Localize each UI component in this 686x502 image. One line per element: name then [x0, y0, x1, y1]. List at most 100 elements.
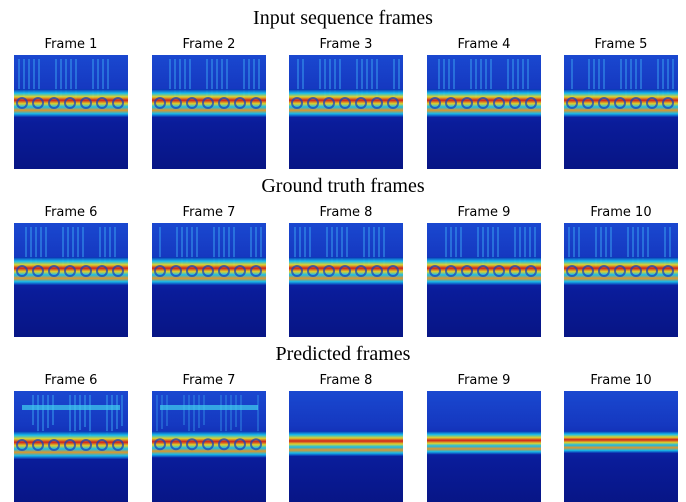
frame-image [427, 55, 541, 169]
band [14, 257, 128, 285]
streak [65, 59, 67, 94]
section-title: Predicted frames [276, 343, 411, 365]
streak [18, 59, 20, 89]
frame-label: Frame 10 [590, 205, 651, 220]
streak [235, 395, 237, 427]
streak [647, 227, 649, 257]
frame-label: Frame 4 [458, 37, 511, 52]
band [289, 431, 403, 456]
frame-image [152, 223, 266, 337]
frame-image [14, 55, 128, 169]
frame-label: Frame 9 [458, 205, 511, 220]
streak [33, 59, 35, 92]
frame-image [289, 391, 403, 502]
streak [667, 59, 669, 94]
frame-label: Frame 8 [320, 205, 373, 220]
streak [620, 59, 622, 89]
frame-label: Frame 7 [183, 373, 236, 388]
streak [346, 227, 348, 257]
frame-label: Frame 6 [45, 373, 98, 388]
frame-image [427, 223, 541, 337]
streak [45, 227, 47, 257]
streak [497, 227, 499, 257]
band [289, 89, 403, 117]
streak [642, 227, 644, 260]
streak [198, 395, 200, 428]
streak [373, 227, 375, 262]
frame-image [564, 391, 678, 502]
streak [460, 227, 462, 258]
frame-image [564, 55, 678, 169]
streak [492, 227, 494, 260]
streak [326, 227, 328, 257]
streak [228, 227, 230, 259]
streak [70, 59, 72, 91]
streak [107, 59, 109, 90]
streak [339, 59, 341, 89]
figure: Input sequence framesFrame 1Frame 2Frame… [0, 0, 686, 502]
streak [25, 227, 27, 257]
streak [37, 395, 39, 434]
streak [334, 59, 336, 92]
streak [184, 59, 186, 92]
streak [221, 59, 223, 91]
streak [114, 227, 116, 258]
frame-image [152, 55, 266, 169]
streak [485, 59, 487, 92]
streak [161, 395, 163, 429]
streak [672, 59, 674, 91]
streak [605, 227, 607, 261]
streak [524, 227, 526, 262]
streak [319, 59, 321, 89]
streak [453, 59, 455, 90]
streak [156, 395, 158, 432]
frame-image [289, 55, 403, 169]
streak [522, 59, 524, 91]
streak [635, 59, 637, 92]
streak [568, 227, 570, 262]
streak [470, 59, 472, 89]
streak [193, 395, 195, 431]
streak [297, 59, 299, 93]
band [152, 89, 266, 117]
streak [304, 227, 306, 261]
streak [216, 59, 218, 94]
streak [448, 59, 450, 93]
streak [106, 395, 108, 435]
streak [84, 395, 86, 427]
streak [366, 59, 368, 94]
streak [40, 227, 42, 260]
streak [191, 227, 193, 260]
streak [257, 395, 259, 435]
streak [640, 59, 642, 89]
streak [116, 395, 118, 429]
streak [610, 227, 612, 258]
streak [220, 395, 222, 436]
band [152, 257, 266, 285]
streak [603, 59, 605, 90]
streak [189, 59, 191, 89]
streak [102, 59, 104, 93]
streak [529, 227, 531, 259]
streak [223, 227, 225, 262]
streak [627, 227, 629, 257]
streak [42, 395, 44, 431]
frame-label: Frame 3 [320, 37, 373, 52]
streak [111, 395, 113, 432]
frame-label: Frame 10 [590, 373, 651, 388]
section-title: Ground truth frames [261, 175, 425, 197]
streak [169, 59, 171, 89]
streak [188, 395, 190, 434]
streak [47, 395, 49, 428]
streak [378, 227, 380, 259]
streak [477, 227, 479, 257]
streak [166, 395, 168, 426]
frame-image [14, 391, 128, 502]
streak [89, 395, 91, 436]
band [427, 89, 541, 117]
streak [38, 59, 40, 89]
frame-label: Frame 6 [45, 205, 98, 220]
frame-label: Frame 2 [183, 37, 236, 52]
streak [121, 395, 123, 426]
streak [302, 59, 304, 90]
